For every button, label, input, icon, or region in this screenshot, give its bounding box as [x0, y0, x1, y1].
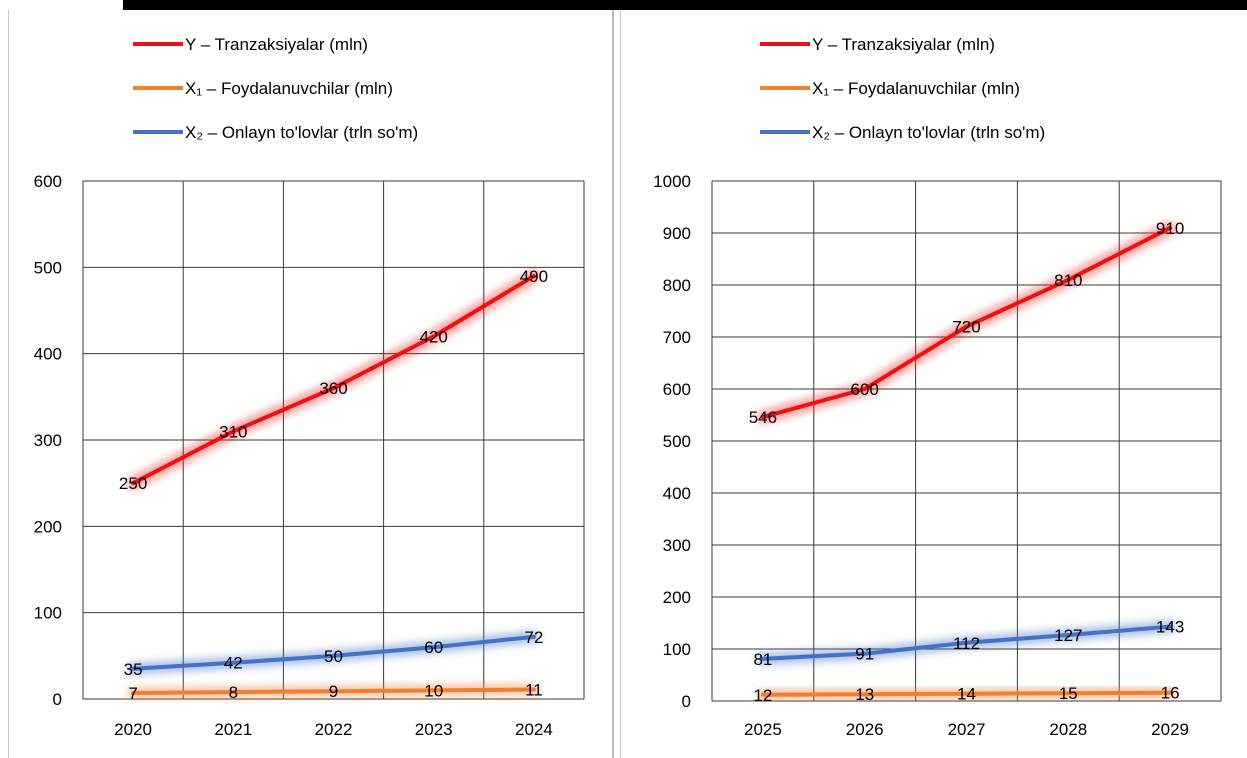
data-label: 81 [753, 650, 772, 669]
data-label: 810 [1054, 271, 1082, 290]
data-label: 13 [855, 685, 874, 704]
panel-divider [612, 10, 614, 758]
x-tick-label: 2021 [214, 720, 252, 739]
data-label: 127 [1054, 626, 1082, 645]
x-tick-label: 2028 [1049, 720, 1087, 739]
x-tick-label: 2020 [114, 720, 152, 739]
x-tick-label: 2029 [1151, 720, 1189, 739]
data-label: 60 [424, 638, 443, 657]
data-label: 35 [124, 660, 143, 679]
legend-label: Y – Tranzaksiyalar (mln) [185, 35, 368, 54]
legend-label: X₂ – Onlayn to'lovlar (trln so'm) [812, 123, 1045, 142]
y-tick-label: 600 [663, 380, 691, 399]
data-label: 310 [219, 422, 247, 441]
y-tick-label: 400 [663, 484, 691, 503]
data-label: 420 [420, 327, 448, 346]
x-tick-label: 2022 [315, 720, 353, 739]
x-tick-label: 2025 [744, 720, 782, 739]
y-tick-label: 200 [34, 517, 62, 536]
y-tick-label: 900 [663, 224, 691, 243]
top-black-bar [123, 0, 1247, 10]
y-tick-label: 500 [663, 432, 691, 451]
x-tick-label: 2026 [846, 720, 884, 739]
data-label: 10 [424, 681, 443, 700]
data-label: 42 [224, 654, 243, 673]
left-frame-line [8, 10, 9, 758]
legend-label: X₁ – Foydalanuvchilar (mln) [812, 79, 1020, 98]
data-label: 72 [524, 628, 543, 647]
data-label: 143 [1156, 618, 1184, 637]
legend-label: X₁ – Foydalanuvchilar (mln) [185, 79, 393, 98]
chart-panel-1: Y – Tranzaksiyalar (mln) X₁ – Foydalanuvc… [34, 35, 585, 739]
y-tick-label: 600 [34, 172, 62, 191]
data-label: 250 [119, 474, 147, 493]
data-label: 15 [1059, 684, 1078, 703]
y-tick-label: 1000 [653, 172, 691, 191]
data-label: 11 [525, 681, 543, 700]
y-tick-label: 200 [663, 588, 691, 607]
chart-panel-2: Y – Tranzaksiyalar (mln) X₁ – Foydalanuvc… [653, 35, 1222, 739]
y-tick-label: 100 [663, 640, 691, 659]
data-label: 720 [952, 318, 980, 337]
y-tick-label: 500 [34, 258, 62, 277]
data-label: 14 [957, 685, 976, 704]
data-label: 91 [855, 645, 874, 664]
top-margin [0, 0, 123, 10]
y-tick-label: 300 [34, 431, 62, 450]
data-label: 50 [324, 647, 343, 666]
data-label: 112 [953, 634, 980, 653]
y-tick-label: 0 [53, 690, 62, 709]
data-label: 9 [329, 682, 338, 701]
x-tick-label: 2023 [415, 720, 453, 739]
data-label: 490 [520, 267, 548, 286]
y-tick-label: 300 [663, 536, 691, 555]
legend-label: Y – Tranzaksiyalar (mln) [812, 35, 995, 54]
right-frame-line [620, 10, 621, 758]
y-tick-label: 100 [34, 604, 62, 623]
data-label: 7 [128, 684, 137, 703]
legend-label: X₂ – Onlayn to'lovlar (trln so'm) [185, 123, 418, 142]
x-tick-label: 2027 [948, 720, 986, 739]
data-label: 910 [1156, 219, 1184, 238]
data-label: 600 [851, 380, 879, 399]
data-label: 8 [229, 683, 238, 702]
data-label: 12 [753, 686, 772, 705]
data-label: 16 [1161, 684, 1180, 703]
x-tick-label: 2024 [515, 720, 553, 739]
y-tick-label: 800 [663, 276, 691, 295]
y-tick-label: 400 [34, 345, 62, 364]
data-label: 360 [319, 379, 347, 398]
data-label: 546 [749, 408, 777, 427]
y-tick-label: 0 [682, 692, 691, 711]
y-tick-label: 700 [663, 328, 691, 347]
